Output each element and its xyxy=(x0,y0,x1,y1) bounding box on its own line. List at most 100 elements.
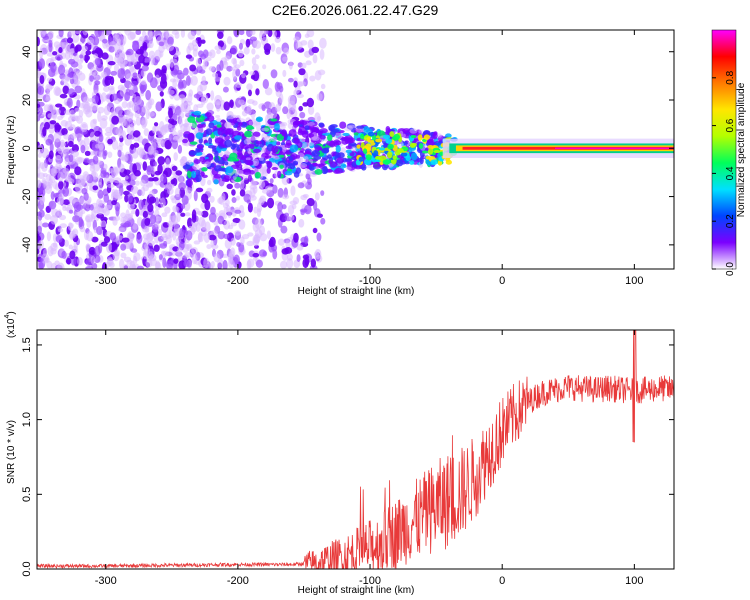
spectrogram-cell xyxy=(161,212,168,218)
spectrogram-cell xyxy=(97,189,104,199)
spectrogram-cell xyxy=(308,121,315,126)
spectrogram-cell xyxy=(58,180,64,190)
spectrogram-cell xyxy=(120,180,128,185)
spectrogram-cell xyxy=(311,46,320,54)
spectrogram-cell xyxy=(187,42,195,51)
spectrogram-cell xyxy=(316,213,323,218)
spectrogram-cell xyxy=(226,114,236,120)
spectrogram-cell xyxy=(68,154,74,163)
spectrogram-cell xyxy=(201,210,209,218)
spectrogram-cell xyxy=(305,60,312,66)
spectrogram-cell xyxy=(293,137,300,145)
spectrogram-cell xyxy=(135,116,142,126)
spectrogram-cell xyxy=(303,204,312,215)
spectrogram-cell xyxy=(199,69,206,74)
spectrogram-cell xyxy=(86,219,92,228)
spectrogram-cell xyxy=(108,45,115,53)
spectrogram-cell xyxy=(40,44,48,55)
spectrogram-cell xyxy=(113,166,122,174)
spectrogram-cell xyxy=(180,212,186,217)
spectrogram-cell xyxy=(38,58,46,70)
spectrogram-cell xyxy=(113,189,121,199)
y-tick-label: 40 xyxy=(21,46,33,58)
spectrogram-cell xyxy=(141,105,147,113)
x-tick-label: 0 xyxy=(499,275,505,287)
spectrogram-cell xyxy=(37,36,40,47)
spectrogram-cell xyxy=(157,229,163,236)
spectrogram-cell xyxy=(53,131,62,143)
colorbar-ticks: 0.0 0.2 0.4 0.6 0.8 xyxy=(712,70,736,276)
bottom-x-axis-label: Height of straight line (km) xyxy=(298,585,415,596)
spectrogram-cell xyxy=(127,232,133,239)
spectrogram-cell xyxy=(41,222,49,228)
spectrogram-cell xyxy=(180,30,186,38)
spectrogram-cell xyxy=(74,107,81,113)
spectrogram-cell xyxy=(96,63,104,72)
spectrogram-cell xyxy=(249,71,255,76)
spectrogram-cell xyxy=(207,115,215,122)
spectrogram-cell xyxy=(60,120,68,127)
spectrogram-cell xyxy=(68,209,74,214)
spectrogram-cell xyxy=(297,182,305,189)
spectrogram-cell xyxy=(188,225,194,230)
spectrogram-cell xyxy=(210,260,215,268)
spectrogram-cell xyxy=(131,102,139,112)
spectrogram-cell xyxy=(255,116,263,123)
spectrogram-cell xyxy=(320,217,326,225)
spectrogram-cell xyxy=(182,123,190,127)
spectrogram-cell xyxy=(180,203,186,210)
spectrogram-cell xyxy=(165,157,171,169)
spectrogram-cell xyxy=(164,206,171,214)
spectrogram-cell xyxy=(132,41,140,52)
spectrogram-cell xyxy=(106,183,115,188)
spectrogram-cell xyxy=(378,147,386,151)
spectrogram-cell xyxy=(109,174,115,184)
spectrogram-cell xyxy=(195,30,202,36)
spectrogram-cell xyxy=(345,145,352,150)
spectrogram-cell xyxy=(196,123,203,129)
bottom-plot-frame xyxy=(36,329,675,570)
spectrogram-cell xyxy=(81,45,88,52)
spectrogram-cell xyxy=(193,159,201,165)
spectrogram-cell xyxy=(151,125,157,134)
spectrogram-cell xyxy=(58,47,63,54)
spectrogram-cell xyxy=(187,116,196,123)
spectrogram-cell xyxy=(182,138,189,144)
spectrogram-cell xyxy=(79,102,85,109)
spectrogram-cell xyxy=(141,64,149,72)
spectrogram-cell xyxy=(90,213,95,223)
spectrogram-cell xyxy=(46,77,53,82)
spectrogram-cell xyxy=(128,89,134,97)
spectrogram-cell xyxy=(114,249,121,257)
spectrogram-cell xyxy=(266,230,271,240)
spectrogram-cell xyxy=(230,45,238,55)
spectrogram-cell xyxy=(144,218,151,226)
spectrogram-cell xyxy=(206,187,213,193)
spectrogram-cell xyxy=(120,217,127,224)
spectrogram-cell xyxy=(95,75,103,80)
spectrogram-cell xyxy=(201,167,208,172)
spectrogram-cell xyxy=(178,79,184,89)
spectrogram-cell xyxy=(217,230,226,240)
spectrogram-cell xyxy=(69,78,75,85)
spectrogram-cell xyxy=(55,154,62,161)
spectrogram-cell xyxy=(189,150,197,156)
spectrogram-cell xyxy=(80,121,89,133)
spectrogram-cell xyxy=(193,240,201,245)
spectrogram-cell xyxy=(176,72,185,80)
spectrogram-cell xyxy=(423,134,430,141)
spectrogram-cell xyxy=(59,93,68,99)
spectrogram-cell xyxy=(196,144,204,150)
spectrogram-cell xyxy=(333,132,343,140)
spectrogram-cell xyxy=(315,163,325,167)
spectrogram-cell xyxy=(224,161,229,166)
spectrogram-cell xyxy=(252,236,260,247)
y-scale-factor: (x104) xyxy=(4,311,17,338)
spectrogram-cell xyxy=(337,152,345,159)
spectrogram-cell xyxy=(100,115,108,121)
spectrogram-cell xyxy=(224,55,231,61)
spectrogram-cell xyxy=(208,66,215,72)
spectrogram-cell xyxy=(396,148,404,153)
spectrogram-cell xyxy=(92,155,99,165)
